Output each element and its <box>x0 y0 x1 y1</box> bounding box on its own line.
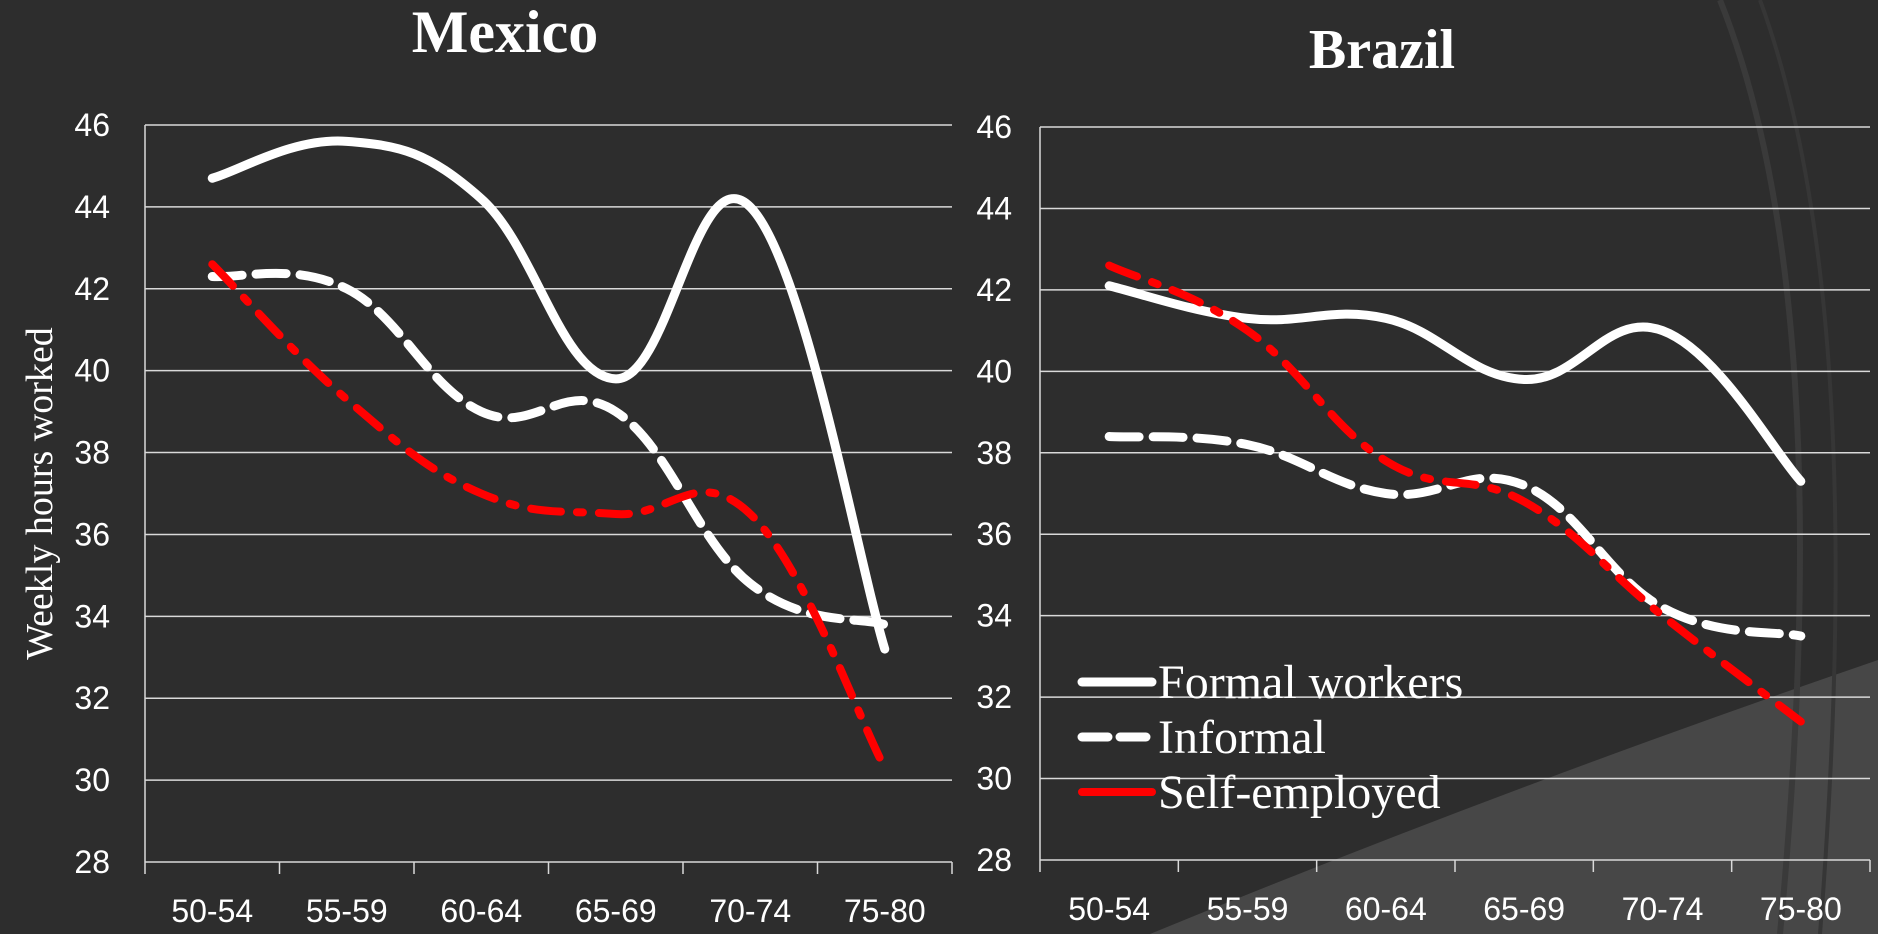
brazil-chart: Brazil 28 30 32 34 36 38 40 42 44 46 50-54 55-59 60-6… <box>976 19 1871 927</box>
x-tick-label: 70-74 <box>1622 891 1704 927</box>
x-tick-label: 65-69 <box>575 893 657 929</box>
series-line-informal <box>1104 431 1806 641</box>
series-line-informal <box>207 268 890 630</box>
y-tick-label: 32 <box>976 679 1012 715</box>
legend-label: Informal <box>1158 711 1326 764</box>
series-line-formal-workers <box>1104 281 1806 486</box>
y-tick-label: 42 <box>74 271 110 307</box>
y-tick-label: 44 <box>74 189 110 225</box>
y-tick-label: 30 <box>74 762 110 798</box>
x-tick-label: 75-80 <box>1760 891 1842 927</box>
y-tick-label: 34 <box>976 598 1012 634</box>
background-decoration <box>1150 0 1878 934</box>
y-tick-label: 40 <box>74 353 110 389</box>
y-tick-label: 28 <box>74 844 110 880</box>
chart-title: Brazil <box>1309 19 1455 81</box>
y-tick-label: 36 <box>74 516 110 552</box>
y-tick-label: 28 <box>976 842 1012 878</box>
y-tick-label: 38 <box>976 435 1012 471</box>
y-tick-label: 30 <box>976 761 1012 797</box>
x-tick-label: 55-59 <box>306 893 388 929</box>
y-tick-label: 34 <box>74 598 110 634</box>
mexico-chart: Mexico 28 30 32 34 36 38 40 42 44 46 50-54 55-59 60-6… <box>19 0 953 929</box>
legend-label: Self-employed <box>1158 766 1441 819</box>
x-tick-label: 60-64 <box>440 893 522 929</box>
series-line-formal-workers <box>207 136 890 654</box>
y-tick-label: 46 <box>976 109 1012 145</box>
legend-label: Formal workers <box>1158 656 1463 709</box>
y-tick-label: 46 <box>74 107 110 143</box>
x-tick-label: 50-54 <box>171 893 253 929</box>
y-tick-label: 44 <box>976 190 1012 226</box>
x-tick-label: 75-80 <box>844 893 926 929</box>
y-tick-label: 32 <box>74 680 110 716</box>
x-tick-label: 65-69 <box>1483 891 1565 927</box>
x-tick-label: 70-74 <box>709 893 791 929</box>
y-tick-label: 42 <box>976 272 1012 308</box>
y-tick-label: 38 <box>74 435 110 471</box>
x-tick-label: 60-64 <box>1345 891 1427 927</box>
y-tick-label: 36 <box>976 516 1012 552</box>
y-axis-label: Weekly hours worked <box>19 327 61 660</box>
series-line-self-employed <box>1105 261 1805 726</box>
x-tick-label: 50-54 <box>1068 891 1150 927</box>
y-tick-label: 40 <box>976 353 1012 389</box>
series-line-self-employed <box>208 260 889 772</box>
x-tick-label: 55-59 <box>1207 891 1289 927</box>
chart-title: Mexico <box>412 0 599 65</box>
